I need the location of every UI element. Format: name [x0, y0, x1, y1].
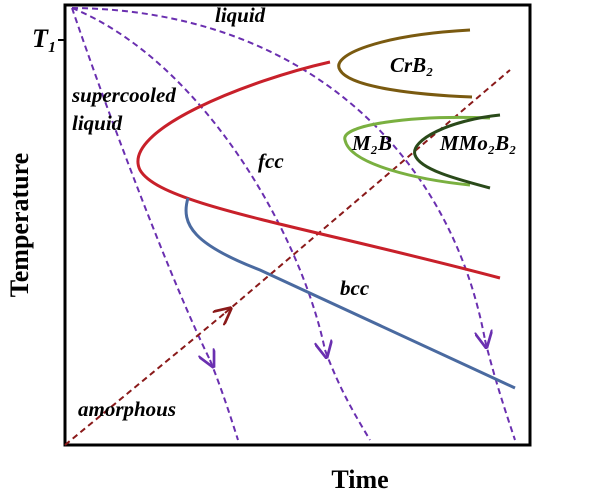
liquid-label: liquid	[215, 3, 266, 27]
m2b-curve	[343, 116, 491, 187]
bcc-label: bcc	[340, 276, 370, 300]
mmo2b2-label: MMo₂B₂	[439, 131, 517, 155]
crb2-label: CrB₂	[390, 53, 434, 77]
fcc-label: fcc	[258, 149, 284, 173]
t1-label: T₁	[32, 24, 57, 53]
m2b-label: M₂B	[351, 131, 392, 155]
cooling-curves	[71, 7, 516, 441]
bcc-curve	[184, 197, 516, 390]
critical-rate-line	[64, 69, 511, 446]
supercooled-label: supercooled	[71, 83, 176, 107]
y-label: Temperature	[5, 153, 34, 297]
amorphous-label: amorphous	[78, 397, 176, 421]
mmo2b2-curve	[413, 113, 501, 190]
supercooled-label: liquid	[72, 111, 123, 135]
crb2-curve	[337, 28, 473, 99]
x-label: Time	[331, 465, 388, 494]
frame	[63, 3, 532, 447]
fcc-curve	[136, 60, 501, 280]
